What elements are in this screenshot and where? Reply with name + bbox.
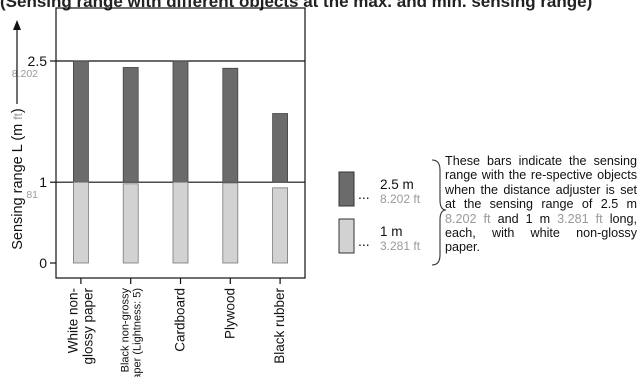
legend-secondary-max: 8.202 ft <box>380 192 421 206</box>
bar-max-4 <box>272 113 289 183</box>
y-axis-label-prefix: Sensing range L (m <box>10 120 26 250</box>
x-tick-label-3: Plywood <box>222 288 237 339</box>
x-tick-label-4: Black rubber <box>272 288 287 364</box>
y-tick-label-1: 1 <box>39 174 47 190</box>
page-title: (Sensing range with different objects at… <box>0 0 593 11</box>
bar-max-2 <box>172 60 189 183</box>
legend-primary-min: 1 m <box>380 224 403 239</box>
x-tick-label-3-line-0: Plywood <box>222 288 237 339</box>
x-tick-label-1-line-1: paper (Lightness: 5) <box>132 288 144 377</box>
legend-swatch-max <box>338 171 355 207</box>
y-tick-label-0: 0 <box>39 255 47 271</box>
legend-note-part3: long, each, with white non-glossy paper. <box>445 211 637 255</box>
legend-note-min-ft: 3.281 ft <box>557 211 603 226</box>
bar-min-1 <box>122 183 139 264</box>
x-tick-label-0: White non-glossy paper <box>65 287 95 364</box>
legend-note-max-ft: 8.202 ft <box>445 211 491 226</box>
x-tick-label-4-line-0: Black rubber <box>272 288 287 364</box>
y-axis-label-text: Sensing range L (m ft) <box>10 108 26 250</box>
legend-note: These bars indicate the sensing range wi… <box>445 154 637 255</box>
y-tick-label-2: 2.5 <box>28 53 48 69</box>
y-axis-label: Sensing range L (m ft) <box>10 20 26 254</box>
legend-secondary-min: 3.281 ft <box>380 239 421 253</box>
y-axis-label-suffix: ) <box>10 108 26 113</box>
y-axis-label-arrowhead <box>13 20 21 30</box>
legend: ... 2.5 m 8.202 ft ... 1 m 3.281 ft <box>338 159 447 266</box>
bar-max-3 <box>222 67 239 183</box>
y-tick-sublabel-2: 8.202 <box>12 68 38 80</box>
legend-swatch-min <box>338 218 355 254</box>
y-axis-label-unit: ft <box>11 112 25 119</box>
bar-min-2 <box>172 181 189 264</box>
bar-min-4 <box>272 187 289 264</box>
x-tick-label-1: Black non-grossypaper (Lightness: 5) <box>120 288 144 377</box>
legend-primary-max: 2.5 m <box>380 177 414 192</box>
y-axis-label-backing <box>10 104 26 254</box>
legend-brace <box>431 159 447 266</box>
bar-max-0 <box>73 60 89 183</box>
bar-min-3 <box>222 182 239 264</box>
x-tick-label-1-line-0: Black non-grossy <box>120 288 132 373</box>
legend-dots-min: ... <box>358 233 370 249</box>
bar-min-0 <box>73 181 89 264</box>
x-tick-label-0-line-0: White non- <box>65 288 80 353</box>
x-tick-label-2-line-0: Cardboard <box>173 288 188 352</box>
x-tick-label-2: Cardboard <box>173 288 188 352</box>
legend-note-part2: and 1 m <box>490 211 558 226</box>
legend-dots-max: ... <box>358 186 370 202</box>
bar-max-1 <box>122 67 139 183</box>
x-tick-label-0-line-1: glossy paper <box>80 287 95 364</box>
legend-note-part1: These bars indicate the sensing range wi… <box>445 154 637 212</box>
